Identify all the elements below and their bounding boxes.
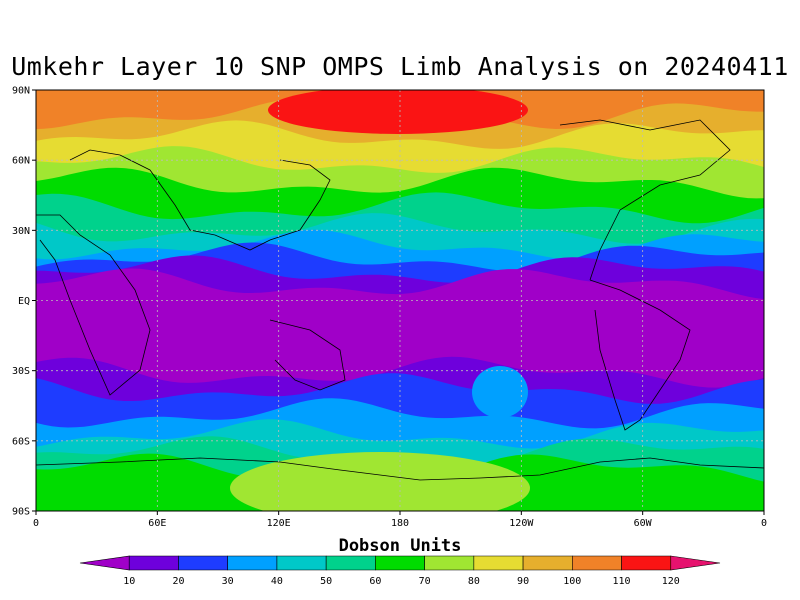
lon-label: 180 [391,518,409,529]
colorbar-tick-label: 80 [468,576,480,587]
colorbar-swatch [227,555,278,571]
coastline [589,279,691,431]
lat-label: 60S [12,436,30,447]
colorbar-tick-label: 70 [419,576,431,587]
colorbar-swatch [325,555,376,571]
lon-label: 120W [509,518,534,529]
lon-label: 120E [267,518,291,529]
colorbar-tick-label: 120 [662,576,680,587]
colorbar-swatch [621,555,672,571]
colorbar-tick-label: 110 [613,576,631,587]
lat-axis: 90N 60N 30N EQ 30S 60S 90S [12,86,36,518]
colorbar-tick-label: 20 [172,576,184,587]
antarctic-maximum [230,452,530,511]
colorbar-tick-label: 10 [123,576,135,587]
north-polar-maximum [268,90,528,134]
gridlines [36,90,764,511]
colorbar-tick-label: 30 [222,576,234,587]
coastline [36,457,764,481]
lon-label: 60W [634,518,653,529]
colorbar-tick-label: 50 [320,576,332,587]
colorbar-swatch [128,555,179,571]
colorbar-title: Dobson Units [338,536,462,556]
lat-label: 90S [12,507,30,518]
lat-label: EQ [18,296,30,307]
coastline [36,214,151,396]
colorbar-tick-label: 100 [563,576,581,587]
colorbar-swatch [473,555,524,571]
pacific-anomaly [472,366,528,418]
lat-label: 30S [12,366,30,377]
coastline [559,119,731,281]
lat-label: 60N [12,156,30,167]
colorbar-swatch [522,555,573,571]
colorbar-tick-label: 40 [271,576,283,587]
ozone-field [36,90,764,511]
coastline [269,319,346,391]
colorbar-swatch [375,555,425,571]
coastline [69,149,331,251]
lat-label: 90N [12,86,30,97]
map-title: Umkehr Layer 10 SNP OMPS Limb Analysis o… [11,52,789,81]
colorbar-swatch [424,555,475,571]
lon-label: 0 [33,518,39,529]
colorbar-swatch [79,555,130,571]
colorbar-tick-label: 60 [369,576,381,587]
lon-label: 0 [761,518,767,529]
coastlines [36,119,764,481]
colorbar-swatch [276,555,327,571]
colorbar-swatch [670,555,721,571]
colorbar: 10 20 30 40 50 60 70 80 90 100 110 120 [79,555,721,587]
colorbar-swatch [572,555,622,571]
lat-label: 30N [12,226,30,237]
colorbar-swatch [178,555,228,571]
colorbar-tick-label: 90 [517,576,529,587]
lon-axis: 0 60E 120E 180 120W 60W 0 [33,511,767,529]
lon-label: 60E [148,518,166,529]
